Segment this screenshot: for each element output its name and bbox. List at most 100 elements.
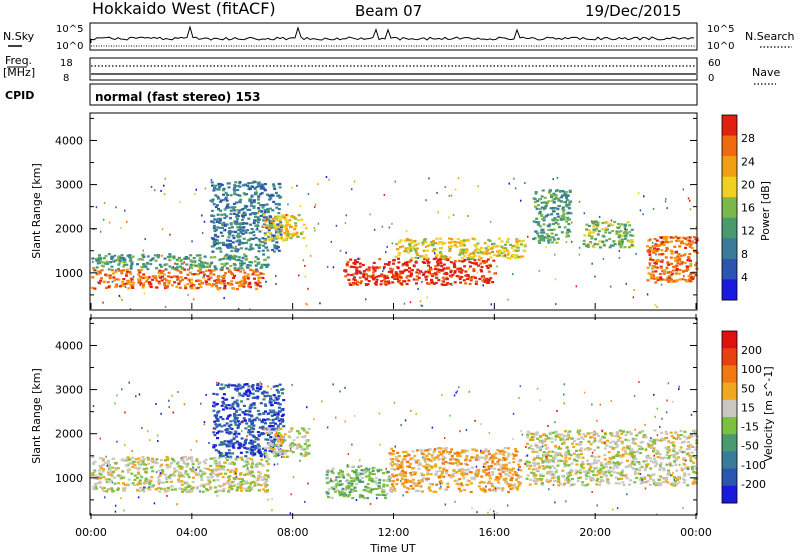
data-cell xyxy=(115,283,119,286)
data-cell xyxy=(276,424,280,427)
data-cell xyxy=(269,207,273,210)
data-cell xyxy=(348,491,352,494)
data-cell xyxy=(223,255,227,258)
data-cell xyxy=(265,484,269,487)
data-cell xyxy=(204,458,208,461)
data-cell xyxy=(265,265,269,268)
data-cell xyxy=(241,184,245,187)
data-cell xyxy=(579,441,583,444)
data-cell xyxy=(648,248,652,251)
data-cell xyxy=(357,258,359,260)
data-cell xyxy=(368,472,372,475)
data-cell xyxy=(232,437,236,440)
data-cell xyxy=(176,462,180,465)
data-cell xyxy=(562,483,566,487)
data-cell xyxy=(602,257,605,260)
data-cell xyxy=(131,466,135,469)
data-cell xyxy=(262,412,266,415)
data-cell xyxy=(266,474,270,477)
data-cell xyxy=(358,479,362,482)
data-cell xyxy=(356,280,359,283)
station-title: Hokkaido West (fitACF) xyxy=(92,0,276,18)
data-cell xyxy=(656,248,660,251)
data-cell xyxy=(143,482,146,485)
data-cell xyxy=(474,458,478,461)
data-cell xyxy=(314,203,317,206)
data-cell xyxy=(271,446,275,449)
data-cell xyxy=(678,257,682,260)
data-cell xyxy=(195,458,199,461)
data-cell xyxy=(313,206,316,209)
data-cell xyxy=(186,484,190,487)
data-cell xyxy=(131,255,135,258)
data-cell xyxy=(685,453,689,456)
data-cell xyxy=(276,428,280,432)
data-cell xyxy=(241,385,245,388)
data-cell xyxy=(273,422,277,425)
data-cell xyxy=(633,473,637,476)
data-cell xyxy=(248,410,252,413)
data-cell xyxy=(481,252,485,255)
data-cell xyxy=(242,404,246,407)
data-cell xyxy=(227,483,231,486)
data-cell xyxy=(508,471,512,474)
data-cell xyxy=(398,473,402,476)
data-cell xyxy=(238,194,242,197)
data-cell xyxy=(269,397,273,400)
data-cell xyxy=(258,387,262,391)
data-cell xyxy=(238,446,241,449)
data-cell xyxy=(271,421,275,424)
data-cell xyxy=(643,434,647,437)
data-cell xyxy=(136,489,140,492)
data-cell xyxy=(135,476,139,479)
data-cell xyxy=(661,269,665,272)
data-cell xyxy=(197,466,201,469)
data-cell xyxy=(692,239,694,242)
data-cell xyxy=(625,282,627,285)
data-cell xyxy=(538,208,542,211)
data-cell xyxy=(424,449,428,452)
data-cell xyxy=(291,186,293,189)
data-cell xyxy=(265,460,269,463)
data-cell xyxy=(552,201,556,204)
data-cell xyxy=(532,435,536,438)
data-cell xyxy=(415,271,419,274)
data-cell xyxy=(687,242,691,245)
data-cell xyxy=(215,414,219,417)
data-cell xyxy=(268,237,272,240)
data-cell xyxy=(415,449,419,452)
data-cell xyxy=(183,472,187,475)
data-cell xyxy=(691,482,695,485)
data-cell xyxy=(190,281,193,284)
data-cell xyxy=(219,443,223,446)
data-cell xyxy=(117,269,121,272)
data-cell xyxy=(179,270,183,273)
data-cell xyxy=(221,418,225,421)
data-cell xyxy=(255,389,258,392)
data-cell xyxy=(670,453,674,456)
data-cell xyxy=(117,257,120,260)
data-cell xyxy=(510,479,513,482)
data-cell xyxy=(264,453,268,456)
data-cell xyxy=(180,474,184,477)
data-cell xyxy=(248,418,252,421)
data-cell xyxy=(554,221,558,224)
data-cell xyxy=(257,207,261,210)
data-cell xyxy=(625,477,629,480)
data-cell xyxy=(224,197,228,200)
data-cell xyxy=(361,480,365,483)
data-cell xyxy=(687,451,690,455)
data-cell xyxy=(503,465,507,468)
data-cell xyxy=(589,241,593,244)
data-cell xyxy=(467,276,471,279)
data-cell xyxy=(223,279,226,282)
data-cell xyxy=(383,267,385,270)
data-cell xyxy=(653,262,657,265)
data-cell xyxy=(349,480,353,483)
data-cell xyxy=(238,226,242,229)
data-cell xyxy=(477,258,481,261)
data-cell xyxy=(200,282,204,285)
data-cell xyxy=(216,419,220,422)
data-cell xyxy=(385,251,387,254)
data-cell xyxy=(214,284,218,287)
